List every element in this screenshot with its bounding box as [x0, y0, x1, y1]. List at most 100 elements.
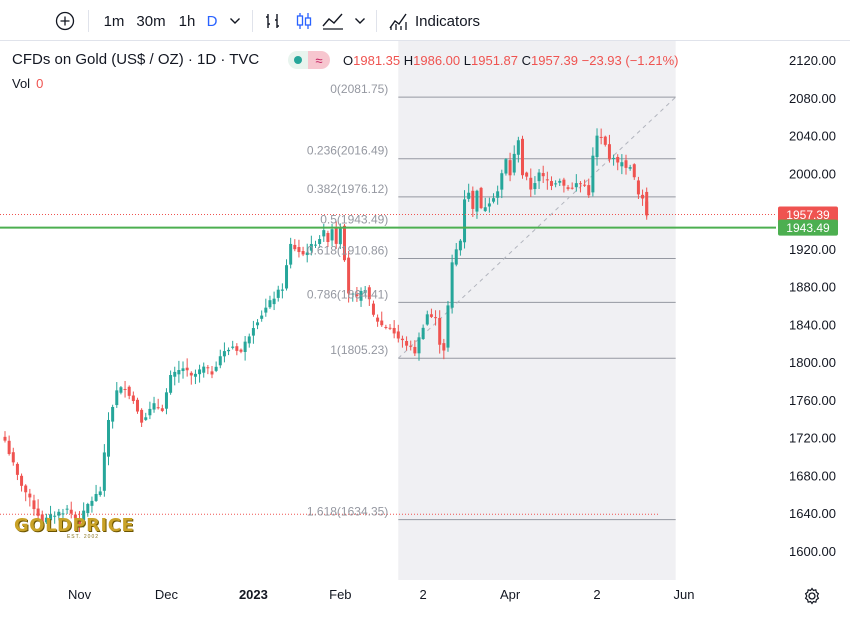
candle-body — [11, 452, 15, 463]
interval-1h[interactable]: 1h — [178, 12, 196, 30]
x-tick-label: 2 — [420, 587, 427, 602]
candle-body — [632, 164, 636, 178]
bar-style-button[interactable] — [262, 10, 284, 32]
y-tick-label: 2000.00 — [789, 166, 836, 181]
candle-body — [591, 155, 595, 193]
market-status-badge[interactable]: ≈ — [288, 51, 330, 69]
candle-body — [198, 369, 202, 375]
candle-body — [61, 513, 65, 515]
candle-body — [243, 341, 247, 352]
chevron-down-icon — [230, 18, 240, 24]
x-tick-label: Nov — [68, 587, 92, 602]
candle-body — [434, 317, 438, 319]
candle-body — [492, 198, 496, 202]
indicators-icon — [389, 13, 407, 30]
candle-body — [202, 366, 206, 373]
candle-body — [193, 373, 197, 377]
candle-body — [260, 315, 264, 319]
price-chart[interactable]: 0(2081.75) 0.236(2016.49) 0.382(1976.12) 0.… — [0, 41, 850, 617]
candle-body — [322, 230, 326, 237]
goldprice-logo: GOLDPRICE EST. 2002 — [14, 515, 152, 543]
candles-style-button[interactable] — [293, 10, 315, 32]
close-label: C — [521, 53, 532, 68]
candle-body — [123, 388, 127, 390]
candle-body — [529, 177, 533, 190]
chart-style-dropdown[interactable] — [352, 10, 368, 32]
low-value: 1951.87 — [471, 53, 518, 68]
candle-body — [24, 485, 28, 493]
interval-dropdown[interactable] — [226, 10, 244, 32]
candle-body — [338, 228, 342, 245]
symbol-title[interactable]: CFDs on Gold (US$ / OZ) · 1D · TVC — [12, 51, 260, 68]
candle-body — [15, 463, 19, 475]
candle-body — [318, 239, 322, 244]
settings-icon — [804, 587, 820, 605]
candle-body — [392, 327, 396, 334]
candle-body — [206, 367, 210, 369]
candle-body — [94, 494, 98, 501]
candle-body — [554, 183, 558, 185]
candle-body — [496, 191, 500, 198]
candle-body — [144, 417, 148, 420]
interval-30m[interactable]: 30m — [136, 12, 166, 30]
price-label: 1957.39 — [786, 208, 830, 222]
candle-body — [421, 327, 425, 339]
candle-body — [409, 345, 413, 347]
y-tick-label: 1880.00 — [789, 280, 836, 295]
candle-body — [405, 341, 409, 346]
candle-body — [189, 372, 193, 376]
candle-body — [603, 136, 607, 145]
fib-level-label: 0.382(1976.12) — [307, 182, 388, 196]
candle-body — [396, 331, 400, 339]
candle-body — [562, 179, 566, 186]
candle-body — [57, 511, 61, 516]
candle-body — [32, 500, 36, 510]
candle-body — [65, 508, 69, 510]
y-tick-label: 1920.00 — [789, 242, 836, 257]
candle-body — [446, 305, 450, 348]
candle-body — [53, 515, 57, 517]
candle-body — [40, 514, 44, 524]
candle-body — [177, 370, 181, 375]
candle-body — [475, 190, 479, 212]
candle-body — [160, 408, 164, 411]
add-circle-icon — [55, 11, 75, 31]
candle-body — [264, 307, 268, 313]
area-style-button[interactable] — [320, 10, 346, 32]
candle-body — [355, 294, 359, 297]
candle-body — [36, 508, 40, 516]
candle-body — [549, 181, 553, 186]
candle-body — [334, 227, 338, 244]
y-tick-label: 1800.00 — [789, 355, 836, 370]
candle-body — [131, 395, 135, 401]
candle-body — [500, 173, 504, 190]
high-value: 1986.00 — [413, 53, 461, 68]
candle-body — [227, 349, 231, 352]
candle-body — [533, 183, 537, 190]
fib-level-label: 0.786(1864.41) — [307, 287, 388, 301]
indicators-button[interactable]: Indicators — [388, 10, 484, 32]
chart-settings-button[interactable] — [802, 586, 822, 606]
candle-body — [293, 244, 297, 250]
candle-body — [425, 314, 429, 325]
interval-1m[interactable]: 1m — [103, 12, 125, 30]
close-value: 1957.39 — [531, 53, 579, 68]
candle-body — [222, 351, 226, 357]
candle-body — [454, 249, 458, 265]
candle-body — [380, 320, 384, 326]
candle-body — [210, 371, 214, 375]
candle-body — [645, 191, 649, 215]
candle-body — [583, 184, 587, 186]
y-tick-label: 1840.00 — [789, 317, 836, 332]
candle-body — [351, 293, 355, 295]
fib-level-label: 1.618(1634.35) — [307, 505, 388, 519]
interval-d[interactable]: D — [206, 12, 218, 30]
candle-body — [135, 399, 139, 412]
chevron-down-icon — [355, 18, 365, 24]
candle-body — [309, 243, 313, 251]
add-symbol-button[interactable] — [54, 10, 76, 32]
candle-body — [78, 518, 82, 524]
candle-body — [467, 192, 471, 199]
open-label: O — [343, 53, 354, 68]
candle-body — [251, 328, 255, 336]
